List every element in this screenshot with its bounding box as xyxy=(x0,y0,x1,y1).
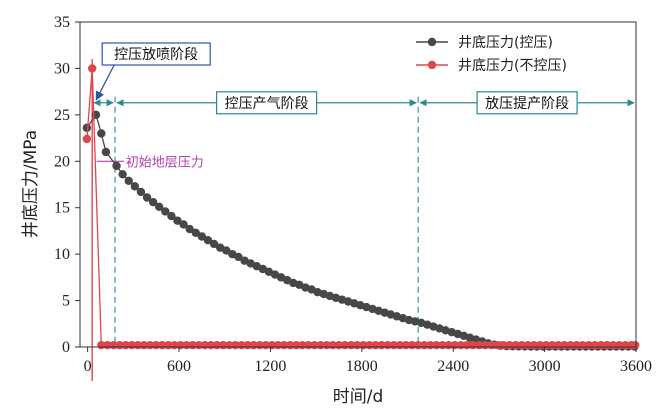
data-point-controlled xyxy=(209,239,219,249)
x-tick-label: 2400 xyxy=(437,358,469,375)
plot-frame xyxy=(79,21,637,348)
y-tick-label: 0 xyxy=(62,339,70,356)
legend-marker-controlled xyxy=(427,37,437,47)
y-tick-label: 25 xyxy=(54,107,70,124)
legend-marker-uncontrolled xyxy=(427,60,437,70)
data-point-controlled xyxy=(203,236,213,245)
y-tick-label: 5 xyxy=(62,293,70,310)
data-point-controlled xyxy=(191,228,200,237)
phase-label-pointer xyxy=(95,64,115,101)
phase-label: 放压提产阶段 xyxy=(485,96,569,112)
phase-label-box xyxy=(101,42,211,66)
data-point-controlled xyxy=(124,176,133,185)
data-point-controlled xyxy=(167,211,176,221)
phase-label-box xyxy=(476,91,578,115)
data-point-controlled xyxy=(179,220,188,229)
data-point-controlled xyxy=(82,123,92,133)
data-point-controlled xyxy=(118,170,127,179)
legend-label-controlled: 井底压力(控压) xyxy=(458,35,553,51)
data-point-controlled xyxy=(185,224,194,234)
annotation-label: 初始地层压力 xyxy=(126,155,204,170)
data-point-controlled xyxy=(130,182,140,191)
legend: 井底压力(控压) 井底压力(不控压) xyxy=(416,35,567,74)
y-tick-label: 35 xyxy=(54,14,70,31)
y-tick-label: 10 xyxy=(54,246,70,263)
y-axis-title: 井底压力/MPa xyxy=(21,130,41,238)
data-point-controlled xyxy=(234,252,243,262)
data-point-controlled xyxy=(161,207,170,216)
data-point-controlled xyxy=(173,216,182,225)
phase-lines-layer xyxy=(91,59,419,381)
y-tick-label: 20 xyxy=(54,153,70,170)
annotation-layer: 初始地层压力 xyxy=(96,155,204,170)
data-point-uncontrolled xyxy=(82,134,92,144)
phase-label-box xyxy=(216,91,318,115)
x-tick-label: 0 xyxy=(84,358,92,375)
legend-label-uncontrolled: 井底压力(不控压) xyxy=(458,58,567,74)
x-tick-label: 3000 xyxy=(529,358,561,375)
data-point-controlled xyxy=(136,187,146,197)
x-tick-label: 600 xyxy=(167,358,191,375)
data-point-controlled xyxy=(197,232,207,241)
data-point-controlled xyxy=(142,193,152,202)
data-point-uncontrolled xyxy=(631,340,640,350)
data-point-controlled xyxy=(101,147,111,157)
series-line xyxy=(86,113,635,348)
data-point-controlled xyxy=(148,197,158,207)
x-axis-title: 时间/d xyxy=(333,387,384,407)
data-point-controlled xyxy=(155,202,164,211)
phase-label: 控压产气阶段 xyxy=(225,96,309,112)
x-tick-label: 1800 xyxy=(346,358,378,375)
data-point-uncontrolled xyxy=(87,64,97,73)
y-tick-label: 15 xyxy=(54,200,70,217)
x-tick-label: 1200 xyxy=(254,358,286,375)
y-tick-label: 30 xyxy=(54,60,70,77)
x-tick-label: 3600 xyxy=(620,358,652,375)
phase-label: 控压放喷阶段 xyxy=(114,47,198,63)
data-point-controlled xyxy=(97,129,106,138)
data-point-controlled xyxy=(112,161,121,171)
data-point-controlled xyxy=(222,246,231,255)
ticks-layer: 0 600 1200 1800 2400 3000 3600 0 5 10 15 20 25 30 35 xyxy=(54,14,652,375)
